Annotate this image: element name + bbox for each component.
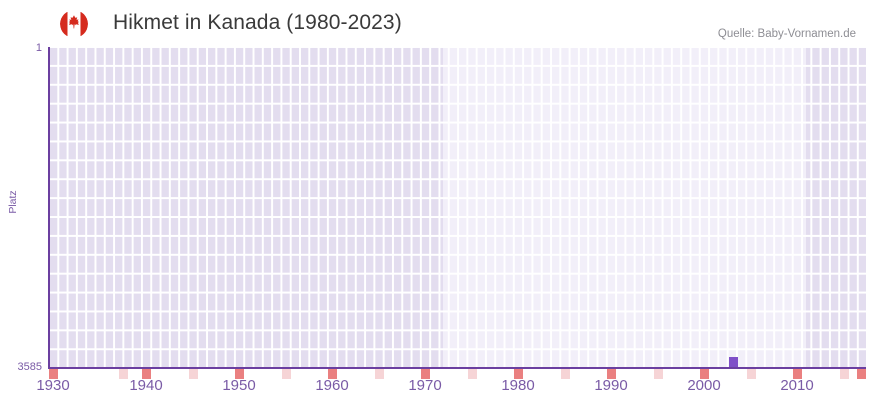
x-axis-tick-mark (235, 369, 244, 379)
x-axis-tick-mark (561, 369, 570, 379)
x-axis-tick-mark (468, 369, 477, 379)
grid-lines (49, 47, 866, 368)
y-axis-label: Platz (7, 190, 19, 214)
data-bar-2013[interactable] (729, 357, 738, 368)
x-axis-tick-label: 2020 (860, 377, 873, 394)
x-axis-tick-label: 2010 (780, 377, 814, 394)
x-axis-tick-mark (747, 369, 756, 379)
x-axis-tick-mark (793, 369, 802, 379)
x-axis-tick-mark (514, 369, 523, 379)
x-axis-tick-label: 1980 (501, 377, 535, 394)
x-axis-tick-label: 1970 (408, 377, 442, 394)
chart-header: Hikmet in Kanada (1980-2023) Quelle: Bab… (0, 0, 873, 44)
canada-flag-icon (60, 10, 88, 38)
x-axis-tick-label: 2000 (687, 377, 721, 394)
source-label: Quelle: Baby-Vornamen.de (717, 28, 856, 40)
x-axis-tick-mark (49, 369, 58, 379)
x-axis-tick-label: 1990 (594, 377, 628, 394)
x-axis-tick-label: 1950 (222, 377, 256, 394)
x-axis-tick-mark (421, 369, 430, 379)
x-axis-tick-mark (857, 369, 866, 379)
x-axis-tick-label: 1940 (129, 377, 163, 394)
x-axis-tick-mark (119, 369, 128, 379)
x-axis-tick-mark (328, 369, 337, 379)
x-axis-tick-mark (607, 369, 616, 379)
x-axis-tick-mark (189, 369, 198, 379)
x-axis-tick-label: 1960 (315, 377, 349, 394)
y-axis-line (48, 47, 50, 369)
y-axis-tick-top: 1 (35, 42, 42, 54)
x-axis-line (48, 367, 866, 369)
x-axis-tick-mark (654, 369, 663, 379)
x-axis-tick-mark (840, 369, 849, 379)
x-axis-tick-mark (142, 369, 151, 379)
y-axis-tick-bottom: 3585 (17, 361, 42, 373)
x-axis-tick-mark (700, 369, 709, 379)
plot-area (49, 47, 866, 368)
x-axis-tick-mark (375, 369, 384, 379)
x-axis-tick-mark (282, 369, 291, 379)
x-axis-tick-label: 1930 (36, 377, 70, 394)
page-title: Hikmet in Kanada (1980-2023) (113, 11, 402, 34)
